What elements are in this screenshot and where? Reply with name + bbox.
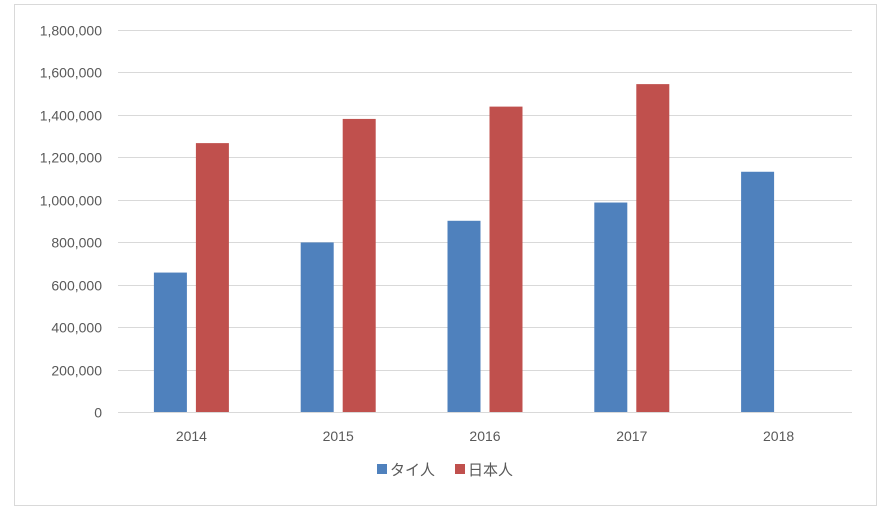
bar-japanese-2016 (489, 106, 523, 413)
x-tick-label: 2014 (176, 428, 207, 444)
chart-frame (14, 4, 877, 506)
legend-label: 日本人 (468, 461, 513, 479)
y-tick-label: 1,000,000 (40, 193, 102, 209)
legend-swatch (377, 464, 387, 474)
bars (153, 84, 775, 413)
y-tick-label: 1,800,000 (40, 23, 102, 39)
bar-thai-2014 (153, 272, 187, 412)
y-tick-label: 1,200,000 (40, 150, 102, 166)
y-axis: 0 200,000 400,000 600,000 800,000 1,000,000 1,… (40, 23, 103, 421)
x-tick-label: 2015 (323, 428, 354, 444)
legend-swatch (455, 464, 465, 474)
bar-thai-2016 (447, 220, 481, 412)
y-tick-label: 600,000 (51, 278, 102, 294)
y-tick-label: 0 (94, 405, 102, 421)
bar-thai-2018 (741, 171, 775, 412)
y-tick-label: 1,600,000 (40, 65, 102, 81)
bar-thai-2017 (594, 202, 628, 412)
bar-japanese-2015 (342, 118, 376, 412)
legend: タイ人 日本人 (377, 461, 513, 479)
x-axis: 2014 2015 2016 2017 2018 (118, 412, 852, 444)
bar-japanese-2017 (636, 84, 670, 412)
y-tick-label: 1,400,000 (40, 108, 102, 124)
bar-japanese-2014 (195, 143, 229, 412)
y-tick-label: 800,000 (51, 235, 102, 251)
bar-thai-2015 (300, 242, 334, 412)
x-tick-label: 2018 (763, 428, 794, 444)
legend-label: タイ人 (390, 461, 435, 479)
y-tick-label: 400,000 (51, 320, 102, 336)
x-tick-label: 2016 (469, 428, 500, 444)
x-tick-label: 2017 (616, 428, 647, 444)
y-tick-label: 200,000 (51, 363, 102, 379)
